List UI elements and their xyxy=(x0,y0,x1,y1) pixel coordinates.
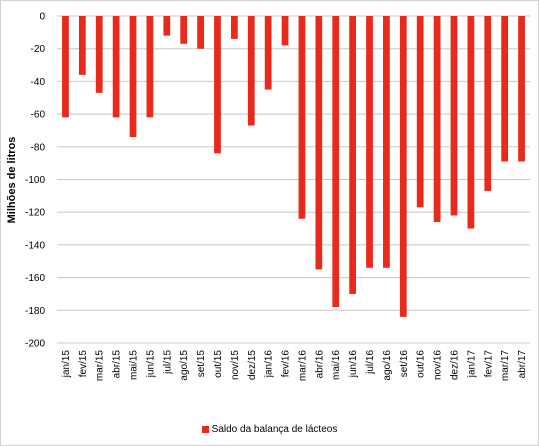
bar xyxy=(95,16,103,93)
x-tick-label: abr/15 xyxy=(112,350,123,379)
x-tick-label: jul/16 xyxy=(365,350,376,375)
legend: Saldo da balança de lácteos xyxy=(0,424,539,435)
x-tick-label: ago/16 xyxy=(382,350,393,381)
y-tick-label: -20 xyxy=(31,44,46,55)
x-tick-label: mar/15 xyxy=(95,350,106,382)
x-tick-label: set/15 xyxy=(196,350,207,378)
bars xyxy=(62,16,525,317)
x-tick-label: jan/16 xyxy=(264,350,275,379)
bar xyxy=(281,16,289,46)
x-tick-label: ago/15 xyxy=(179,350,190,381)
x-tick-label: jul/15 xyxy=(162,350,173,375)
x-tick-label: out/15 xyxy=(213,350,224,378)
y-tick-label: -200 xyxy=(25,339,45,350)
y-tick-label: -180 xyxy=(25,306,45,317)
gridlines xyxy=(57,15,530,344)
bar xyxy=(146,16,154,118)
bar xyxy=(62,16,69,118)
y-tick-label: -40 xyxy=(31,77,46,88)
bar xyxy=(349,16,357,294)
x-axis-ticks: jan/15 fev/15 mar/15 abr/15 mai/15 jun/15 jul/… xyxy=(61,350,528,382)
y-tick-label: -60 xyxy=(31,110,46,121)
bar xyxy=(433,16,441,223)
legend-swatch xyxy=(201,426,209,433)
y-tick-label: -140 xyxy=(25,240,45,251)
bar xyxy=(180,16,188,44)
y-tick-label: -160 xyxy=(25,273,45,284)
bar xyxy=(112,16,120,118)
bar xyxy=(467,16,475,229)
bar xyxy=(247,16,255,126)
y-tick-label: -120 xyxy=(25,208,45,219)
x-tick-label: mar/16 xyxy=(297,350,308,382)
x-tick-label: fev/15 xyxy=(78,350,89,378)
x-tick-label: mar/17 xyxy=(500,350,511,382)
y-tick-label: -80 xyxy=(31,142,46,153)
bar xyxy=(230,16,238,39)
bar xyxy=(484,16,492,191)
x-tick-label: jun/16 xyxy=(348,350,359,379)
x-tick-label: mai/15 xyxy=(129,350,140,380)
x-tick-label: jan/17 xyxy=(466,350,477,379)
x-tick-label: fev/16 xyxy=(281,350,292,378)
x-tick-label: dez/16 xyxy=(449,350,460,380)
bar xyxy=(129,16,137,137)
bar xyxy=(315,16,323,270)
x-tick-label: jan/15 xyxy=(61,350,72,379)
x-tick-label: jun/15 xyxy=(145,350,156,379)
bar xyxy=(399,16,407,317)
bar xyxy=(501,16,509,162)
x-tick-label: abr/17 xyxy=(517,350,528,379)
x-tick-label: nov/15 xyxy=(230,350,241,380)
x-tick-label: out/16 xyxy=(416,350,427,378)
x-tick-label: set/16 xyxy=(399,350,410,378)
y-axis-ticks: 0 -20 -40 -60 -80 -100 -120 -140 -160 -180 -200 xyxy=(25,12,45,350)
x-tick-label: mai/16 xyxy=(331,350,342,380)
bar xyxy=(416,16,424,208)
legend-label: Saldo da balança de lácteos xyxy=(211,424,338,435)
bar xyxy=(298,16,306,219)
x-tick-label: dez/15 xyxy=(247,350,258,380)
y-tick-label: 0 xyxy=(39,12,45,23)
bar xyxy=(197,16,204,49)
bar xyxy=(332,16,340,308)
x-tick-label: nov/16 xyxy=(433,350,444,380)
x-tick-label: fev/17 xyxy=(483,350,494,378)
bar xyxy=(264,16,272,90)
bar xyxy=(366,16,373,268)
y-tick-label: -100 xyxy=(25,175,45,186)
bar xyxy=(518,16,525,162)
bar xyxy=(383,16,390,268)
x-tick-label: abr/16 xyxy=(314,350,325,379)
bar xyxy=(450,16,458,216)
y-axis-label: Milhões de litros xyxy=(6,137,18,224)
bar xyxy=(163,16,171,36)
bar xyxy=(214,16,221,154)
bar xyxy=(78,16,86,75)
